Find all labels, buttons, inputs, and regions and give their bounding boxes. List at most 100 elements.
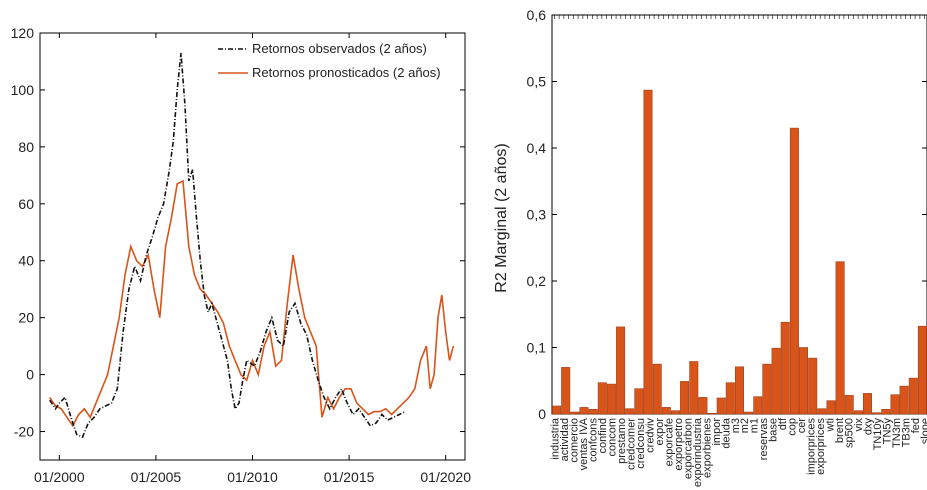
bar-chart-x-tick-label: exporindustria — [692, 417, 704, 487]
bar — [908, 377, 918, 415]
bar-chart-x-tick-label: credcomer — [625, 418, 637, 470]
line-chart-axes-box — [39, 32, 466, 461]
line-chart-y-tick-label: 80 — [18, 139, 34, 155]
line-chart-x-tick-label: 01/2000 — [34, 469, 85, 485]
bar — [652, 363, 662, 415]
bar — [744, 411, 754, 415]
line-chart-x-tick: 01/2015 — [324, 33, 375, 485]
bar — [597, 382, 607, 415]
bar-chart-x-tick-label: fed — [910, 418, 922, 433]
bar-chart-bars — [552, 89, 927, 415]
bar-chart-x-tick-label: base — [768, 418, 780, 442]
bar-chart-y-tick: 0,3 — [527, 207, 927, 223]
bar-chart-x-tick-label: exporprices — [815, 418, 827, 475]
bar-chart-x-tick-label: exporcafe — [663, 418, 675, 466]
bar-chart-x-tick-label: prestamo — [616, 418, 628, 464]
line-chart-x-tick: 01/2000 — [34, 33, 85, 485]
line-chart-y-tick-label: 40 — [18, 253, 34, 269]
line-chart-x-tick: 01/2020 — [420, 33, 471, 485]
bar-chart-x-tick-label: exporpetro — [673, 418, 685, 471]
bar — [707, 412, 717, 415]
bar-chart-x-tick-label: sp500 — [844, 418, 856, 448]
bar-chart-x-tick-label: slope — [920, 418, 927, 444]
series-observed-line — [49, 52, 406, 439]
bar-chart-x-tick-label: concom — [606, 418, 618, 457]
line-chart-y-tick: 120 — [11, 25, 465, 41]
bar-chart-x-tick-label: impor — [711, 418, 723, 446]
line-chart-x-tick: 01/2005 — [131, 33, 182, 485]
bar-chart-x-tick-label: confind — [597, 418, 609, 453]
line-chart-y-tick: 20 — [18, 310, 465, 326]
bar-chart-x-tick-label: deuda — [720, 417, 732, 448]
line-chart-y-tick-label: 100 — [11, 82, 35, 98]
bar — [881, 408, 891, 415]
line-chart-y-tick-label: 20 — [18, 310, 34, 326]
bar — [844, 395, 854, 415]
bar-chart-x-tick-label: dtf — [777, 417, 789, 430]
bar-chart-y-tick-label: 0,4 — [527, 140, 547, 156]
line-chart-x-tick-label: 01/2020 — [420, 469, 471, 485]
bar — [680, 381, 690, 415]
bar-chart-x-tick-label: TN10y — [872, 418, 884, 451]
bar-chart-y-tick-label: 0,5 — [527, 74, 547, 90]
bar-chart-y-tick-label: 0,1 — [527, 340, 547, 356]
line-chart-y-tick-label: -20 — [14, 424, 34, 440]
bar-chart-x-tick-label: imporprices — [806, 418, 818, 475]
line-chart-y-tick: 100 — [11, 82, 465, 98]
bar — [853, 410, 863, 415]
bar-chart-y-axis-label: R2 Marginal (2 años) — [493, 143, 510, 292]
bar — [616, 326, 626, 415]
bar-chart-x-tick-label: reservas — [758, 418, 770, 461]
bar — [643, 89, 653, 415]
bar — [734, 366, 744, 415]
line-chart-x-tick-label: 01/2005 — [131, 469, 182, 485]
series-predicted-line — [49, 179, 455, 428]
bar — [826, 400, 836, 415]
bar — [817, 408, 827, 415]
bar-chart-x-tick-label: m1 — [749, 418, 761, 433]
bar-chart-x-tick-label: exporbienes — [701, 418, 713, 478]
bar-chart-y-tick: 0,2 — [527, 273, 927, 289]
line-chart-x-tick-label: 01/2010 — [227, 469, 278, 485]
line-chart-x-ticks: 01/2000 01/2005 01/2010 01/2015 01/2020 — [34, 33, 471, 485]
line-chart-y-tick: 0 — [26, 367, 465, 383]
line-chart-y-tick-label: 60 — [18, 196, 34, 212]
bar-chart-y-tick-label: 0,2 — [527, 273, 547, 289]
bar-chart-x-tick-label: dxy — [863, 418, 875, 436]
bar — [808, 357, 818, 415]
bar-chart-x-tick-label: cop — [787, 418, 799, 436]
line-chart-y-tick: 80 — [18, 139, 465, 155]
line-chart: -20 0 20 40 60 80 100 120 01/2000 01/2005 01/2010… — [11, 25, 472, 485]
bar-chart-x-tick-label: TN3m — [891, 418, 903, 448]
bar-chart-y-tick: 0,4 — [527, 140, 927, 156]
bar-chart-x-tick-label: ventas IVA — [578, 417, 590, 470]
bar — [917, 325, 927, 415]
bar-chart-x-tick-label: actividad — [559, 418, 571, 461]
bar — [670, 410, 680, 415]
bar-chart-y-ticks: 0 0,1 0,2 0,3 0,4 0,5 0,6 — [527, 7, 927, 422]
bar-chart: R2 Marginal (2 años) 0 0,1 0,2 0,3 0,4 0,5 0,6… — [493, 7, 927, 487]
line-chart-y-tick-label: 0 — [26, 367, 34, 383]
bar — [872, 412, 882, 415]
bar — [862, 393, 872, 415]
bar — [625, 408, 635, 415]
bar-chart-x-tick-label: wti — [825, 418, 837, 432]
bar — [890, 394, 900, 415]
bar — [762, 363, 772, 415]
bar — [698, 397, 708, 415]
line-chart-y-tick-label: 120 — [11, 25, 35, 41]
bar — [771, 347, 781, 415]
bar-chart-y-tick: 0,5 — [527, 74, 927, 90]
bar — [716, 397, 726, 415]
bar-chart-x-tick-label: TB3m — [901, 418, 913, 447]
bar-chart-x-tick-label: brent — [834, 418, 846, 443]
bar-chart-x-tick-label: credviv — [644, 418, 656, 453]
bar — [570, 411, 580, 415]
bar-chart-y-tick-label: 0,6 — [527, 7, 547, 23]
bar — [561, 367, 571, 415]
bar — [780, 321, 790, 415]
bar-chart-x-tick-label: cer — [796, 418, 808, 434]
legend-label-observed: Retornos observados (2 años) — [252, 41, 427, 56]
